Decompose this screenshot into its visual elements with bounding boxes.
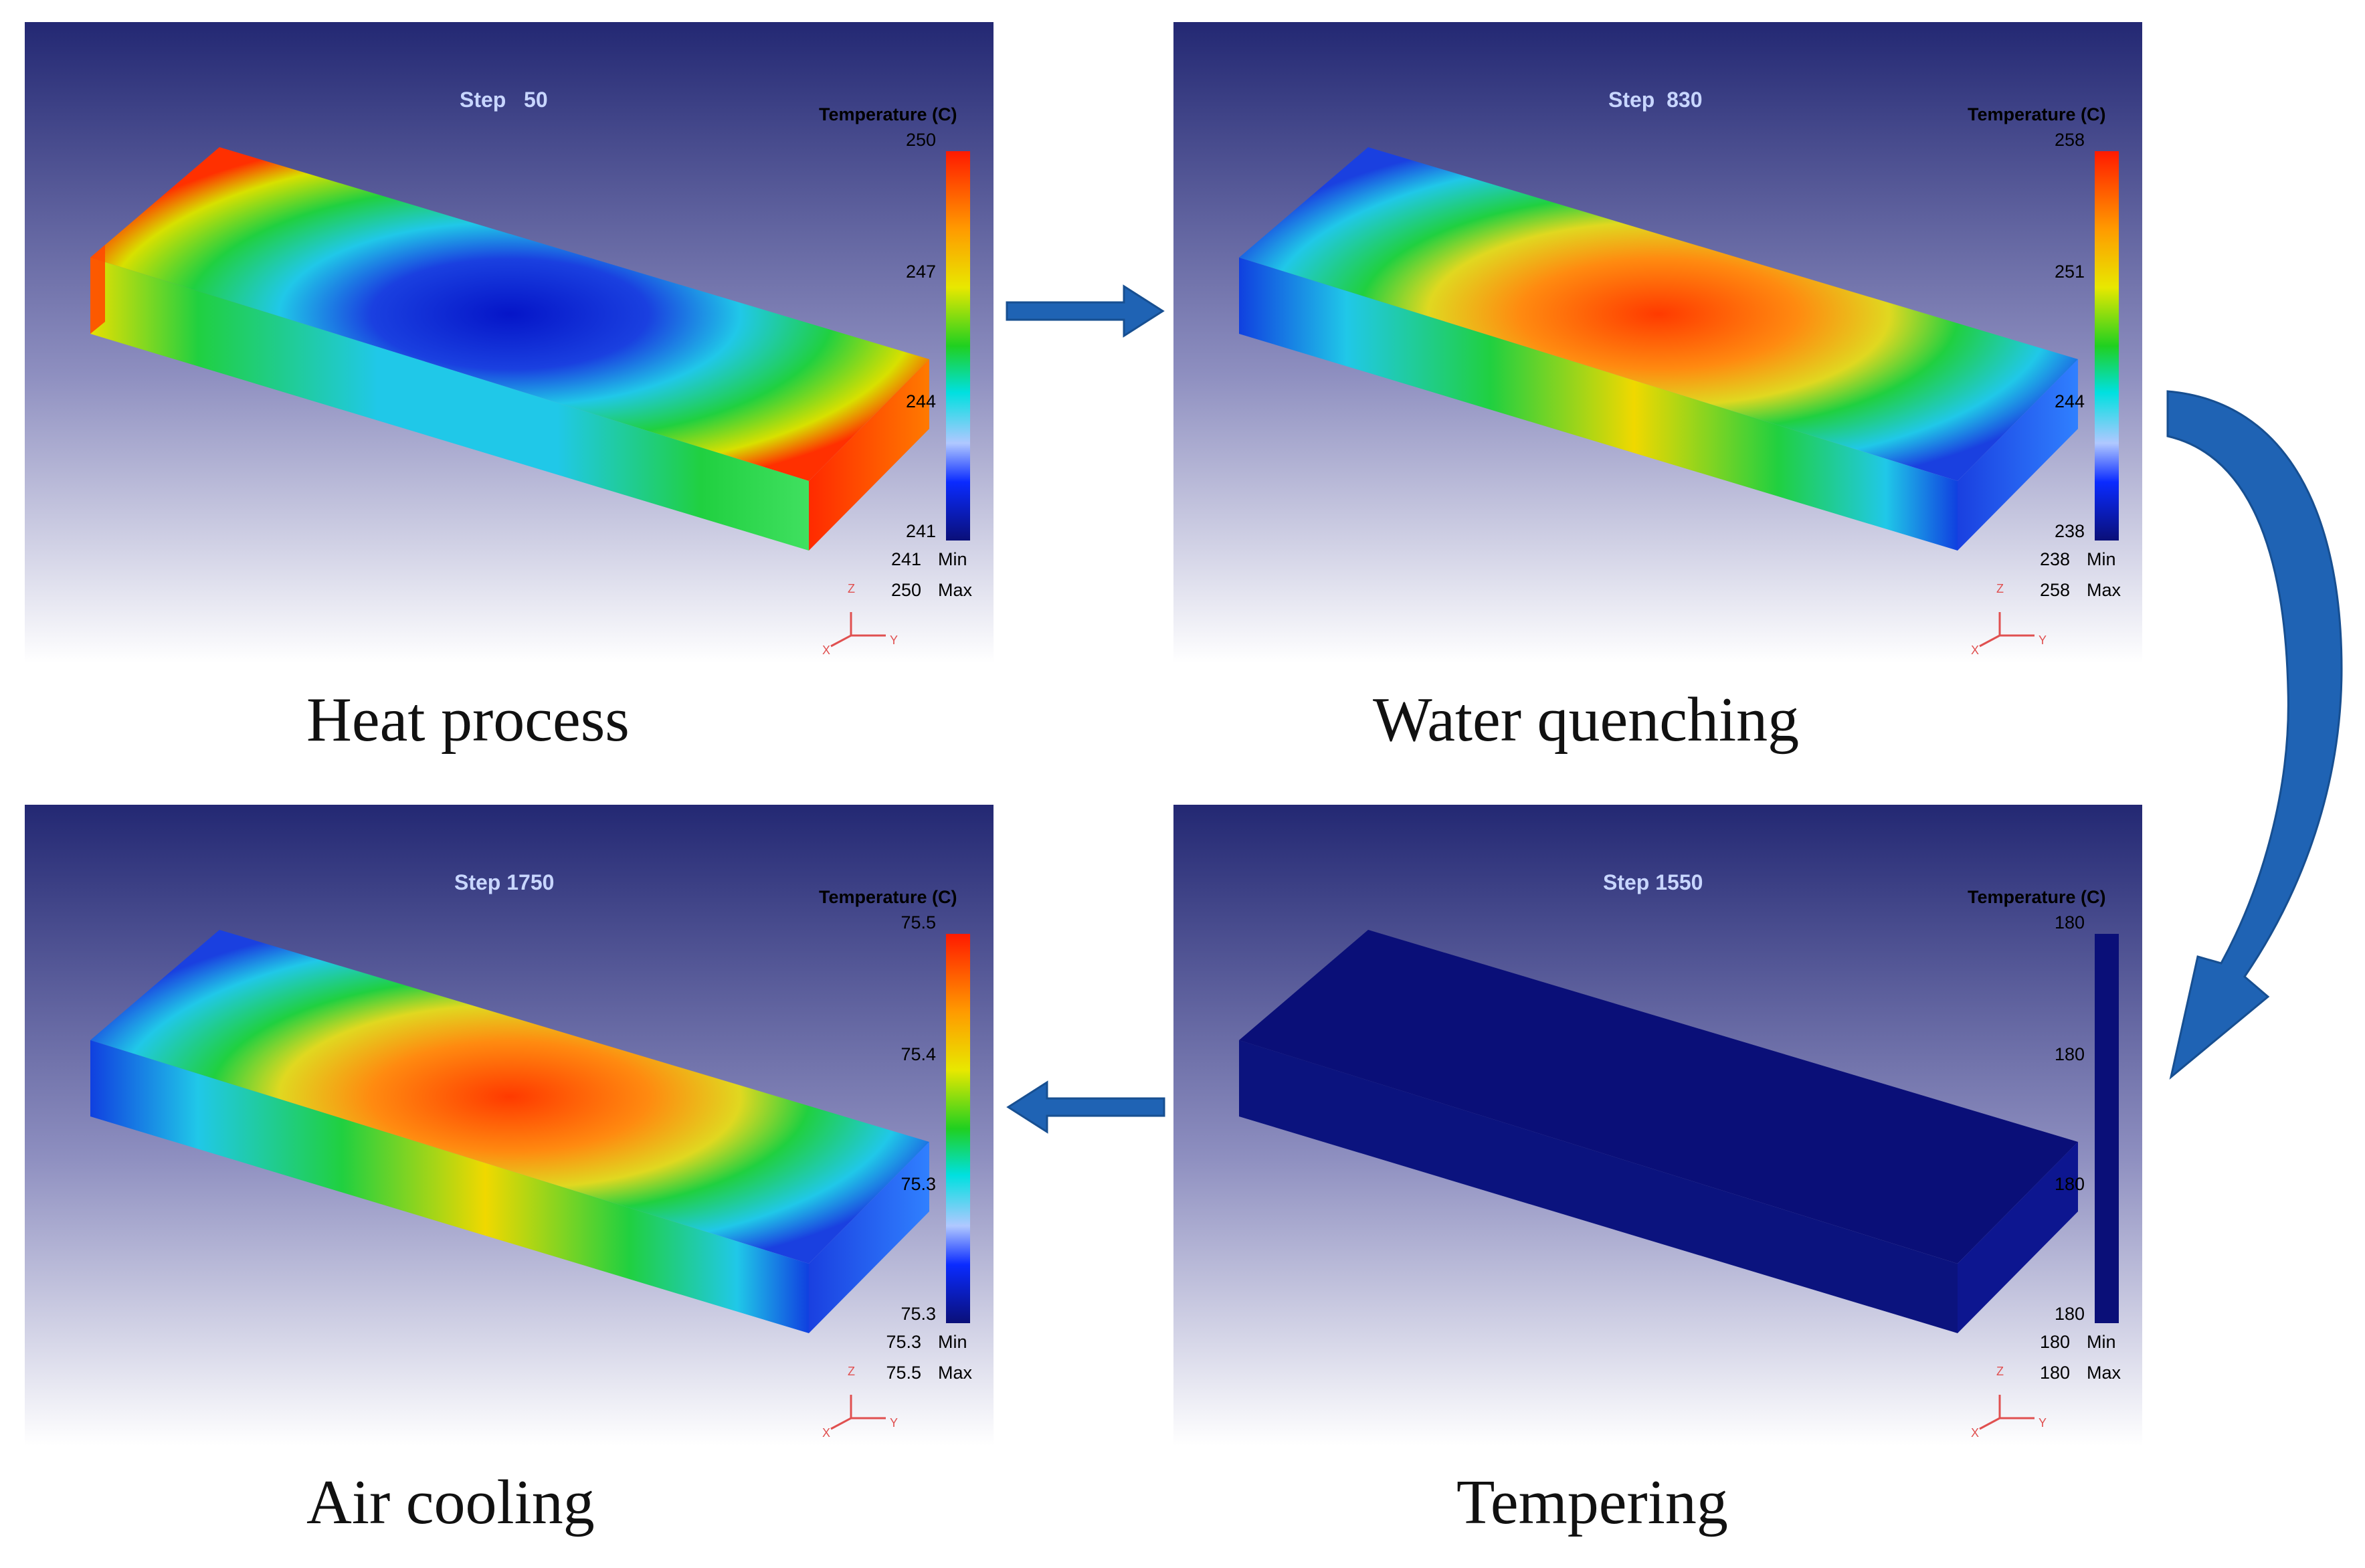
block-top-face [90, 930, 929, 1264]
steel-block [90, 930, 929, 1333]
steel-block [90, 147, 929, 551]
block-side-face [809, 359, 929, 551]
block-front-face [90, 258, 809, 551]
step-label: Step 1550 [1603, 870, 1703, 894]
block-top-face [90, 147, 929, 481]
max-value: 258 [2040, 580, 2070, 600]
panel-air-cooling: Step 1750 Temperature (C) 75.5 75.4 75.3… [25, 805, 994, 1446]
min-label: Min [2087, 549, 2116, 569]
axis-y-label: Y [890, 633, 898, 647]
arrow-left-icon [1006, 1080, 1165, 1134]
block-side-face [1958, 1142, 2078, 1333]
caption-water-quenching: Water quenching [1373, 685, 1800, 755]
step-label: Step 830 [1608, 88, 1703, 112]
step-label: Step 1750 [454, 870, 554, 894]
axis-z-label: Z [1996, 582, 2004, 595]
min-value: 75.3 [886, 1332, 921, 1352]
axis-z-label: Z [848, 582, 855, 595]
max-label: Max [938, 1363, 973, 1383]
axis-x-label: X [1971, 1426, 1979, 1440]
caption-heat-process: Heat process [306, 685, 630, 755]
max-value: 180 [2040, 1363, 2070, 1383]
colorbar-tick-2: 75.4 [901, 1044, 936, 1064]
colorbar-tick-4: 238 [2055, 521, 2085, 541]
block-side-face [809, 1142, 929, 1333]
axis-y-label: Y [890, 1416, 898, 1430]
block-front-face [1239, 1040, 1958, 1333]
legend-title: Temperature (C) [1968, 887, 2106, 907]
colorbar-tick-4: 241 [906, 521, 936, 541]
axis-triad-icon: Z X Y [1971, 582, 2047, 657]
colorbar-tick-3: 180 [2055, 1174, 2085, 1194]
axis-z-label: Z [1996, 1365, 2004, 1378]
axis-x-label: X [822, 644, 830, 657]
max-label: Max [2087, 1363, 2121, 1383]
colorbar-tick-4: 75.3 [901, 1304, 936, 1324]
colorbar-tick-1: 180 [2055, 912, 2085, 933]
axis-triad-icon: Z X Y [822, 582, 898, 657]
max-label: Max [938, 580, 973, 600]
colorbar [946, 151, 970, 541]
colorbar [2095, 151, 2119, 541]
caption-tempering: Tempering [1456, 1468, 1728, 1537]
block-front-face [90, 1040, 809, 1333]
legend-title: Temperature (C) [1968, 104, 2106, 124]
colorbar-tick-3: 244 [906, 391, 936, 411]
max-value: 75.5 [886, 1363, 921, 1383]
block-front-face [1239, 258, 1958, 551]
axis-y-label: Y [2039, 1416, 2047, 1430]
axis-x-label: X [1971, 644, 1979, 657]
axis-x-label: X [822, 1426, 830, 1440]
colorbar-tick-4: 180 [2055, 1304, 2085, 1324]
axis-y-label: Y [2039, 633, 2047, 647]
max-value: 250 [891, 580, 921, 600]
colorbar-tick-1: 258 [2055, 130, 2085, 150]
legend-title: Temperature (C) [819, 887, 957, 907]
min-value: 238 [2040, 549, 2070, 569]
colorbar-tick-2: 247 [906, 262, 936, 282]
max-label: Max [2087, 580, 2121, 600]
curved-arrow-down-icon [2166, 390, 2343, 1080]
block-top-face [1239, 930, 2078, 1264]
colorbar-tick-3: 244 [2055, 391, 2085, 411]
legend-title: Temperature (C) [819, 104, 957, 124]
colorbar-tick-2: 251 [2055, 262, 2085, 282]
panel-heat-process: Step 50 Temperature (C) 250 247 244 241 … [25, 22, 994, 663]
block-top-face [1239, 147, 2078, 481]
colorbar-tick-1: 250 [906, 130, 936, 150]
min-label: Min [938, 1332, 967, 1352]
colorbar-tick-1: 75.5 [901, 912, 936, 933]
min-label: Min [938, 549, 967, 569]
axis-triad-icon: Z X Y [1971, 1365, 2047, 1440]
min-label: Min [2087, 1332, 2116, 1352]
caption-air-cooling: Air cooling [306, 1468, 595, 1537]
steel-block [1239, 147, 2078, 551]
axis-triad-icon: Z X Y [822, 1365, 898, 1440]
arrow-right-icon [1006, 284, 1165, 338]
steel-block [1239, 930, 2078, 1333]
block-side-face [1958, 359, 2078, 551]
min-value: 241 [891, 549, 921, 569]
panel-tempering: Step 1550 Temperature (C) 180 180 180 18… [1173, 805, 2142, 1446]
min-value: 180 [2040, 1332, 2070, 1352]
axis-z-label: Z [848, 1365, 855, 1378]
panel-water-quenching: Step 830 Temperature (C) 258 251 244 238… [1173, 22, 2142, 663]
colorbar [2095, 934, 2119, 1323]
colorbar [946, 934, 970, 1323]
colorbar-tick-2: 180 [2055, 1044, 2085, 1064]
colorbar-tick-3: 75.3 [901, 1174, 936, 1194]
step-label: Step 50 [460, 88, 548, 112]
block-left-end [90, 245, 105, 334]
